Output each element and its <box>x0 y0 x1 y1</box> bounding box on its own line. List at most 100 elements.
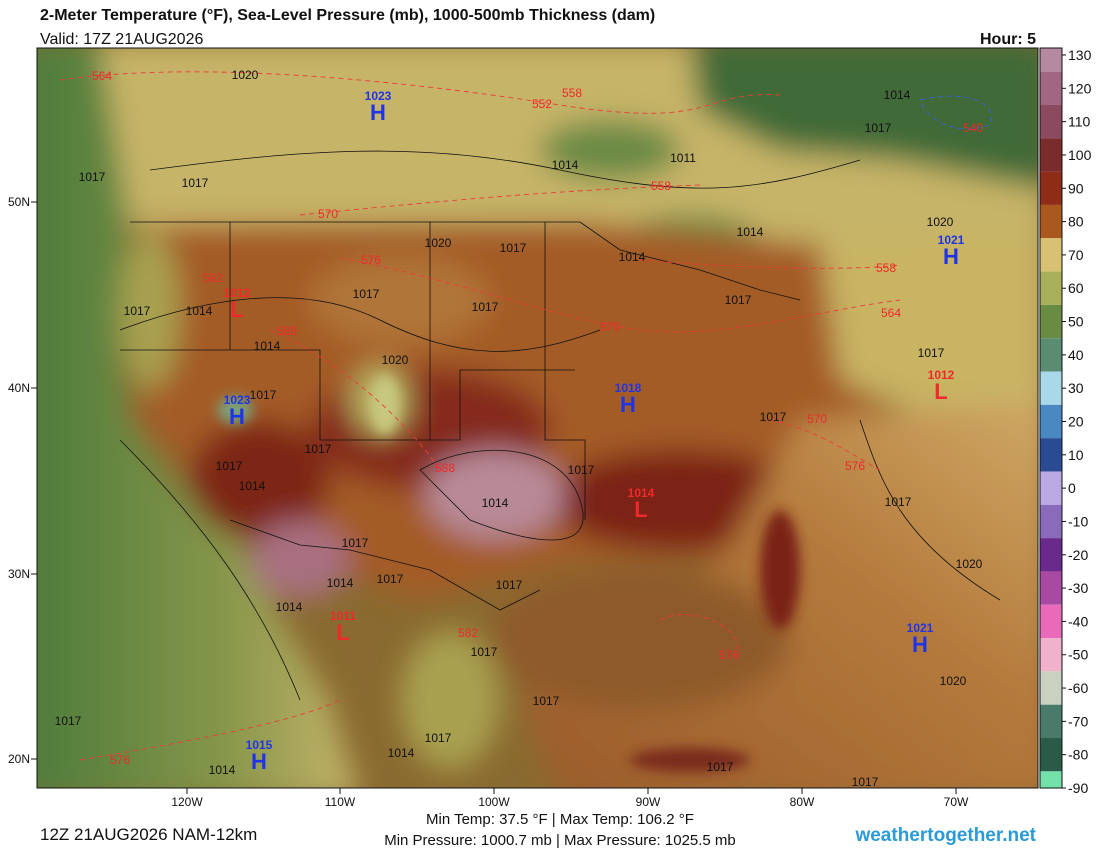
colorbar-label: -90 <box>1068 780 1088 796</box>
thickness-label: 588 <box>435 461 455 475</box>
thickness-label: 558 <box>876 261 896 275</box>
isobar-label: 1020 <box>232 68 259 82</box>
isobar-label: 1017 <box>533 694 560 708</box>
thickness-label: 552 <box>532 97 552 111</box>
isobar-label: 1020 <box>927 215 954 229</box>
colorbar-label: 90 <box>1068 180 1084 196</box>
site-credit: weathertogether.net <box>854 825 1036 846</box>
isobar-label: 1017 <box>472 300 499 314</box>
high-center-pressure: 1023 <box>224 393 251 407</box>
high-center-pressure: 1018 <box>615 381 642 395</box>
isobar-label: 1017 <box>353 287 380 301</box>
colorbar-label: 120 <box>1068 80 1092 96</box>
low-center-symbol: L <box>934 379 947 404</box>
longitude-label: 80W <box>790 795 815 809</box>
isobar-label: 1014 <box>327 576 354 590</box>
map-title: 2-Meter Temperature (°F), Sea-Level Pres… <box>40 7 655 24</box>
isobar-label: 1020 <box>956 557 983 571</box>
colorbar-swatch <box>1040 71 1062 105</box>
latitude-label: 50N <box>8 195 30 209</box>
latitude-label: 20N <box>8 752 30 766</box>
colorbar-label: 40 <box>1068 347 1084 363</box>
longitude-label: 90W <box>636 795 661 809</box>
thickness-label: 570 <box>807 412 827 426</box>
isobar-label: 1017 <box>471 645 498 659</box>
colorbar-label: 80 <box>1068 214 1084 230</box>
colorbar-swatch <box>1040 704 1062 739</box>
high-center-symbol: H <box>620 392 636 417</box>
isobar-label: 1017 <box>852 775 879 789</box>
isobar-label: 1017 <box>55 714 82 728</box>
isobar-label: 1014 <box>619 250 646 264</box>
colorbar-label: -30 <box>1068 580 1088 596</box>
colorbar-label: 50 <box>1068 314 1084 330</box>
high-center-symbol: H <box>370 100 386 125</box>
high-center-symbol: H <box>912 632 928 657</box>
high-center-symbol: H <box>229 404 245 429</box>
isobar-label: 1014 <box>276 600 303 614</box>
thickness-label: 588 <box>277 324 297 338</box>
isobar-label: 1017 <box>500 241 527 255</box>
isobar-label: 1014 <box>552 158 579 172</box>
isobar-label: 1017 <box>216 459 243 473</box>
colorbar-swatch <box>1040 204 1062 239</box>
thickness-label: 570 <box>318 207 338 221</box>
colorbar-swatch <box>1040 471 1062 505</box>
colorbar-frame <box>1039 47 1063 789</box>
colorbar-label: 70 <box>1068 247 1084 263</box>
colorbar-swatch <box>1040 638 1062 672</box>
temperature-field <box>37 48 1038 788</box>
colorbar-swatch <box>1040 438 1062 472</box>
colorbar-swatch <box>1040 104 1062 139</box>
low-center-pressure: 1012 <box>928 368 955 382</box>
isobar-label: 1014 <box>186 304 213 318</box>
colorbar-swatch <box>1040 138 1062 172</box>
isobar-label: 1017 <box>305 442 332 456</box>
forecast-hour: Hour: 5 <box>980 31 1036 48</box>
colorbar-label: -80 <box>1068 747 1088 763</box>
pressure-range: Min Pressure: 1000.7 mb | Max Pressure: … <box>384 832 736 849</box>
colorbar-swatch <box>1040 571 1062 605</box>
high-center-pressure: 1021 <box>938 233 965 247</box>
colorbar-swatch <box>1040 404 1062 439</box>
isobar-label: 1017 <box>865 121 892 135</box>
thickness-label: 576 <box>719 648 739 662</box>
colorbar-swatch <box>1040 771 1062 788</box>
thickness-label: 564 <box>92 69 112 83</box>
map-frame <box>36 47 1039 789</box>
thickness-label: 576 <box>845 459 865 473</box>
low-center-pressure: 1014 <box>628 486 655 500</box>
low-center-pressure: 1011 <box>330 609 356 623</box>
high-center-pressure: 1021 <box>907 621 934 635</box>
thickness-label: 576 <box>361 253 381 267</box>
thickness-label: 582 <box>203 271 223 285</box>
colorbar-swatch <box>1040 538 1062 572</box>
colorbar-label: 10 <box>1068 447 1084 463</box>
isobar-label: 1017 <box>124 304 151 318</box>
high-center-symbol: H <box>943 244 959 269</box>
isobar-label: 1017 <box>496 578 523 592</box>
isobar-label: 1020 <box>940 674 967 688</box>
colorbar-swatch <box>1040 738 1062 772</box>
isobar-label: 1017 <box>725 293 752 307</box>
colorbar-swatch <box>1040 504 1062 539</box>
colorbar-swatch <box>1040 304 1062 339</box>
temperature-range: Min Temp: 37.5 °F | Max Temp: 106.2 °F <box>426 811 694 828</box>
thickness-label: 582 <box>458 626 478 640</box>
isobar-label: 1017 <box>250 388 277 402</box>
isobar-label: 1014 <box>482 496 509 510</box>
colorbar-label: 110 <box>1068 114 1091 130</box>
thickness-label: 564 <box>881 306 901 320</box>
isobar-label: 1017 <box>707 760 734 774</box>
colorbar-label: 100 <box>1068 147 1092 163</box>
colorbar-label: 30 <box>1068 380 1084 396</box>
valid-time: Valid: 17Z 21AUG2026 <box>40 31 203 48</box>
low-center-symbol: L <box>230 297 243 322</box>
isobar-label: 1014 <box>239 479 266 493</box>
high-center-symbol: H <box>251 749 267 774</box>
isobar-label: 1014 <box>209 763 236 777</box>
colorbar-label: 60 <box>1068 280 1084 296</box>
thickness-label: 576 <box>110 753 130 767</box>
colorbar-label: 20 <box>1068 414 1084 430</box>
